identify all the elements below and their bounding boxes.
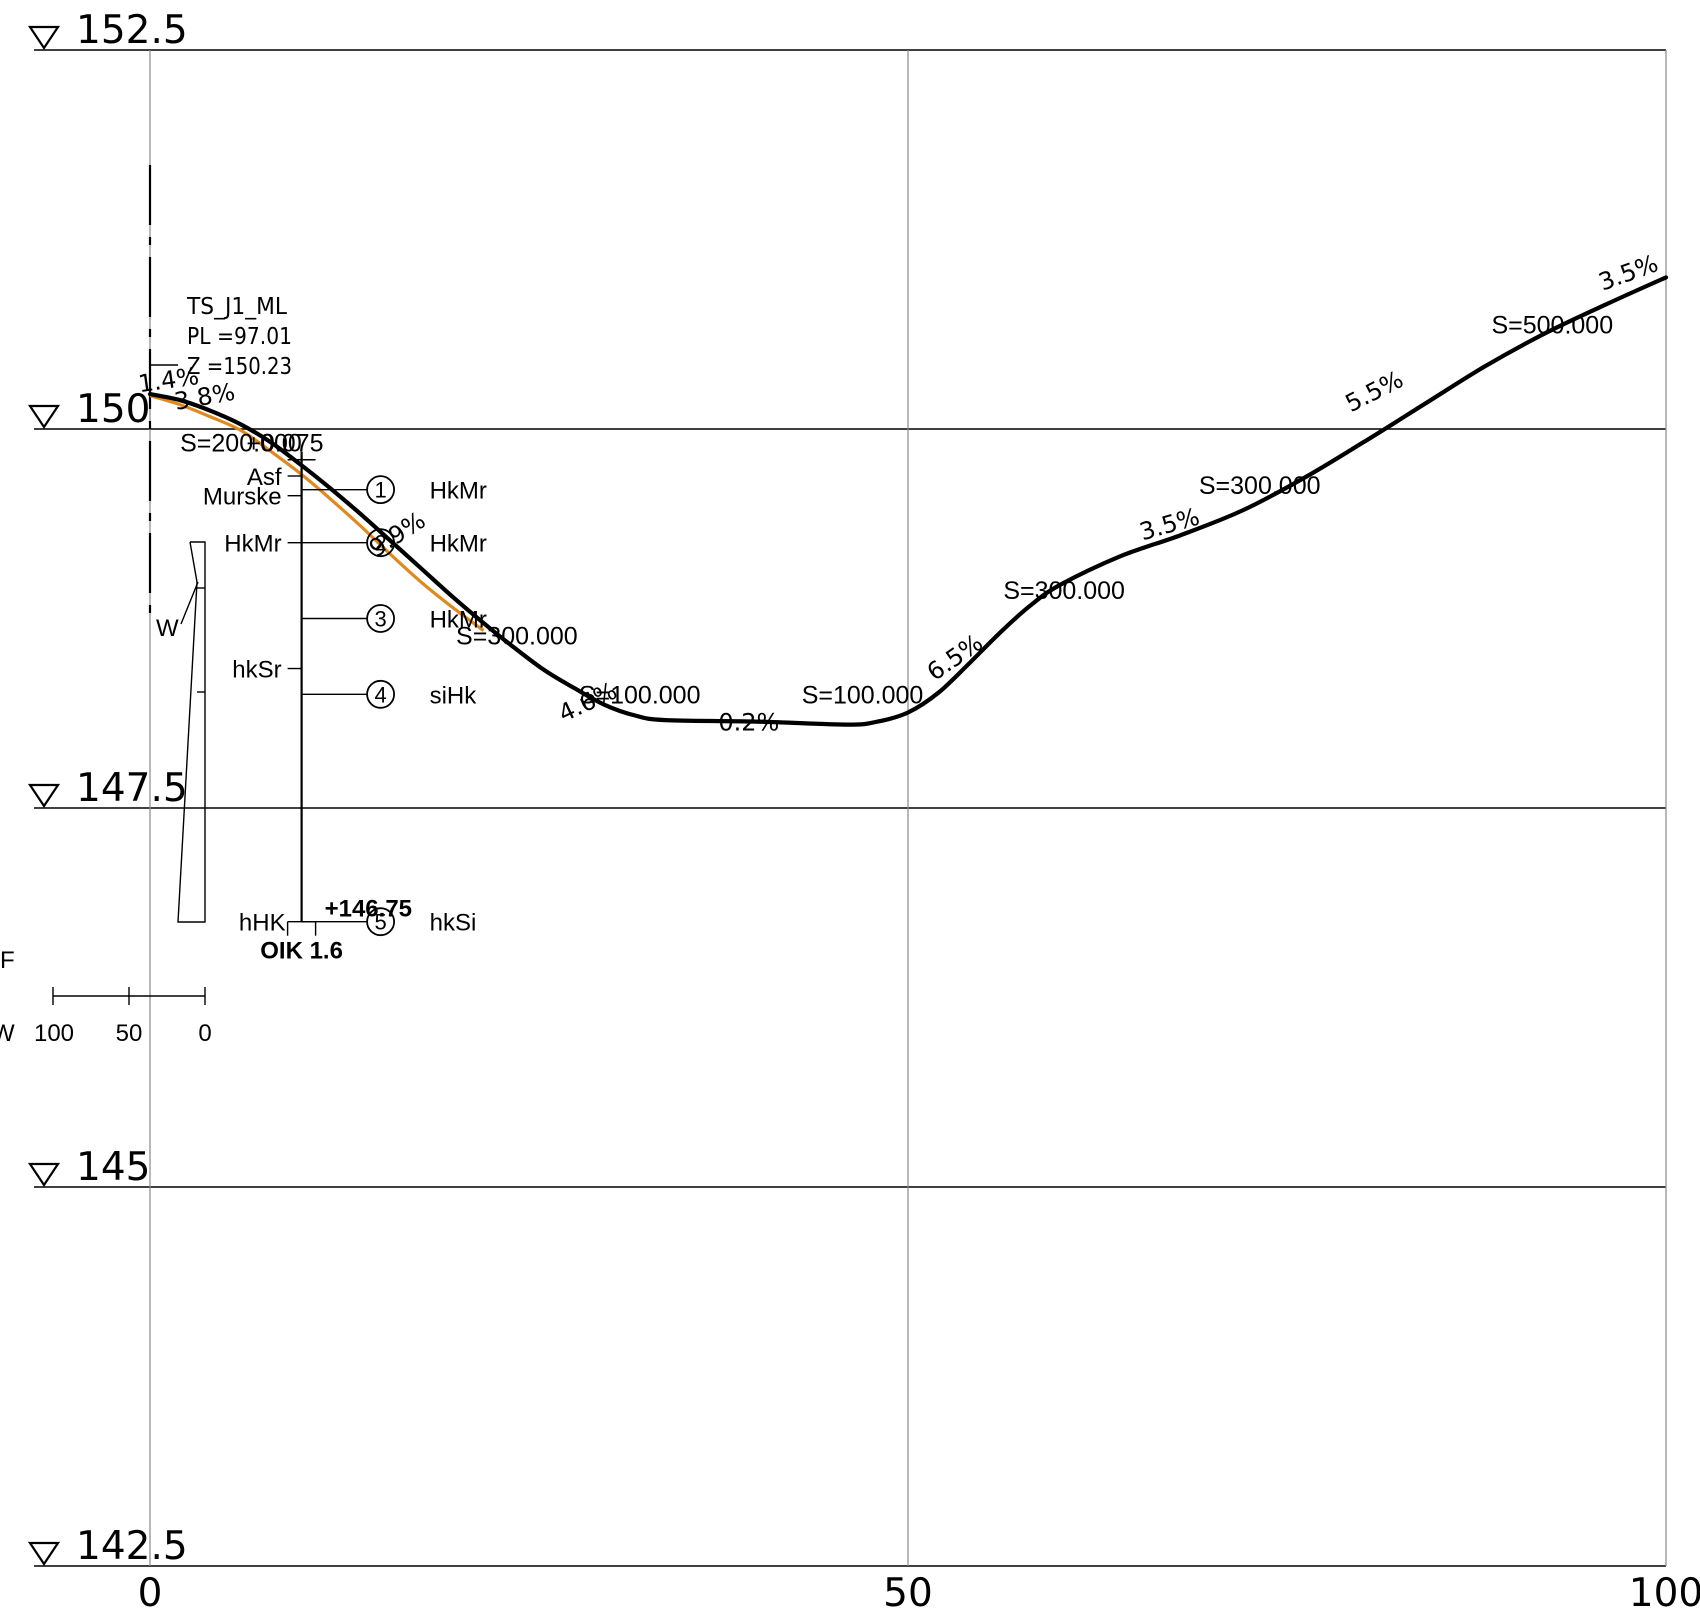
- elevation-label: 142.5: [76, 1524, 188, 1569]
- station-label: 100: [1629, 1571, 1700, 1610]
- station-label: 0: [138, 1571, 163, 1610]
- water-scale-bar: 100 50 0: [34, 987, 212, 1047]
- sample-number: 4: [374, 682, 386, 707]
- layer-label: Asf: [247, 464, 282, 491]
- curve-radius-label: S=200.000: [180, 430, 302, 458]
- borehole-level-label: +146.75: [325, 896, 412, 923]
- sample-number: 3: [374, 607, 386, 632]
- point-info-z: Z =150.23: [187, 354, 292, 380]
- elevation-label: 147.5: [76, 766, 188, 811]
- layer-label: HkMr: [224, 531, 281, 558]
- elevation-marker-icon: [27, 404, 61, 429]
- sample-soil-label: hkSi: [430, 910, 477, 937]
- curve-radius-label: S=300.000: [1199, 472, 1321, 500]
- sample-number-circle: [366, 907, 396, 937]
- water-scale-label-0: 0: [198, 1020, 211, 1047]
- borehole-method-label: OIK 1.6: [260, 938, 343, 965]
- curve-radius-label: S=500.000: [1491, 311, 1613, 339]
- sample-number-circle: [366, 679, 396, 709]
- sample-soil-label: HkMr: [430, 607, 487, 634]
- curve-radius-label: S=100.000: [802, 681, 924, 709]
- fill-profile-line: [149, 394, 485, 632]
- grid-layer: [34, 49, 1667, 1567]
- water-content-label: W: [156, 615, 179, 642]
- water-side-label-w: W: [0, 1020, 15, 1047]
- sample-number: 1: [374, 478, 386, 503]
- water-scale-label-100: 100: [34, 1020, 74, 1047]
- water-scale-label-50: 50: [116, 1020, 143, 1047]
- sample-number-circle: [366, 604, 396, 633]
- water-content-curve: [177, 541, 206, 923]
- curve-radius-label: S=100.000: [579, 681, 701, 709]
- elevation-axis: 152.5 150 147.5 145 142.5: [27, 8, 188, 1569]
- point-info: TS_J1_ML PL =97.01 Z =150.23: [150, 294, 292, 380]
- curve-radius-label: +0.075: [246, 430, 323, 458]
- elevation-marker-icon: [27, 25, 61, 50]
- point-info-id: TS_J1_ML: [186, 294, 287, 320]
- sample-number-circle: [366, 475, 396, 505]
- elevation-marker-icon: [27, 1541, 61, 1566]
- sample-soil-label: HkMr: [430, 478, 487, 505]
- water-side-label-f: F: [0, 947, 15, 974]
- point-info-pl: PL =97.01: [187, 324, 292, 350]
- elevation-marker-icon: [27, 783, 61, 808]
- slope-label: 0.2%: [718, 709, 779, 737]
- curve-radius-label: S=300.000: [1003, 577, 1125, 605]
- slope-labels: 1.4%3.8%9.9%4.6% 0.2%6.5%3.5%5.5%3.5%: [136, 249, 1661, 736]
- sample-number: 5: [374, 910, 386, 935]
- layer-label: Murske: [203, 484, 282, 511]
- slope-label: 5.5%: [1341, 365, 1408, 418]
- elevation-marker-icon: [27, 1162, 61, 1187]
- sample-soil-label: HkMr: [430, 531, 487, 558]
- elevation-label: 150: [76, 387, 150, 432]
- layer-label: hkSr: [232, 657, 281, 684]
- elevation-label: 145: [76, 1145, 150, 1190]
- ground-profile-line: [147, 275, 1669, 727]
- sample-number-circle: [366, 528, 396, 558]
- borehole-base-label: hHK: [239, 910, 286, 937]
- curve-radius-label: S=300.000: [456, 622, 578, 650]
- elevation-label: 152.5: [76, 8, 188, 53]
- sample-number: 2: [374, 531, 386, 556]
- station-label: 50: [883, 1571, 933, 1610]
- slope-label: 3.5%: [1595, 249, 1662, 296]
- curve-labels: S=200.000+0.075 S=300.000 S=100.000 S=100.0…: [180, 311, 1613, 709]
- station-axis: 0 50 100: [138, 1571, 1700, 1610]
- water-content-graph: W F W 100 50 0: [0, 541, 212, 1047]
- sample-soil-label: siHk: [430, 682, 478, 709]
